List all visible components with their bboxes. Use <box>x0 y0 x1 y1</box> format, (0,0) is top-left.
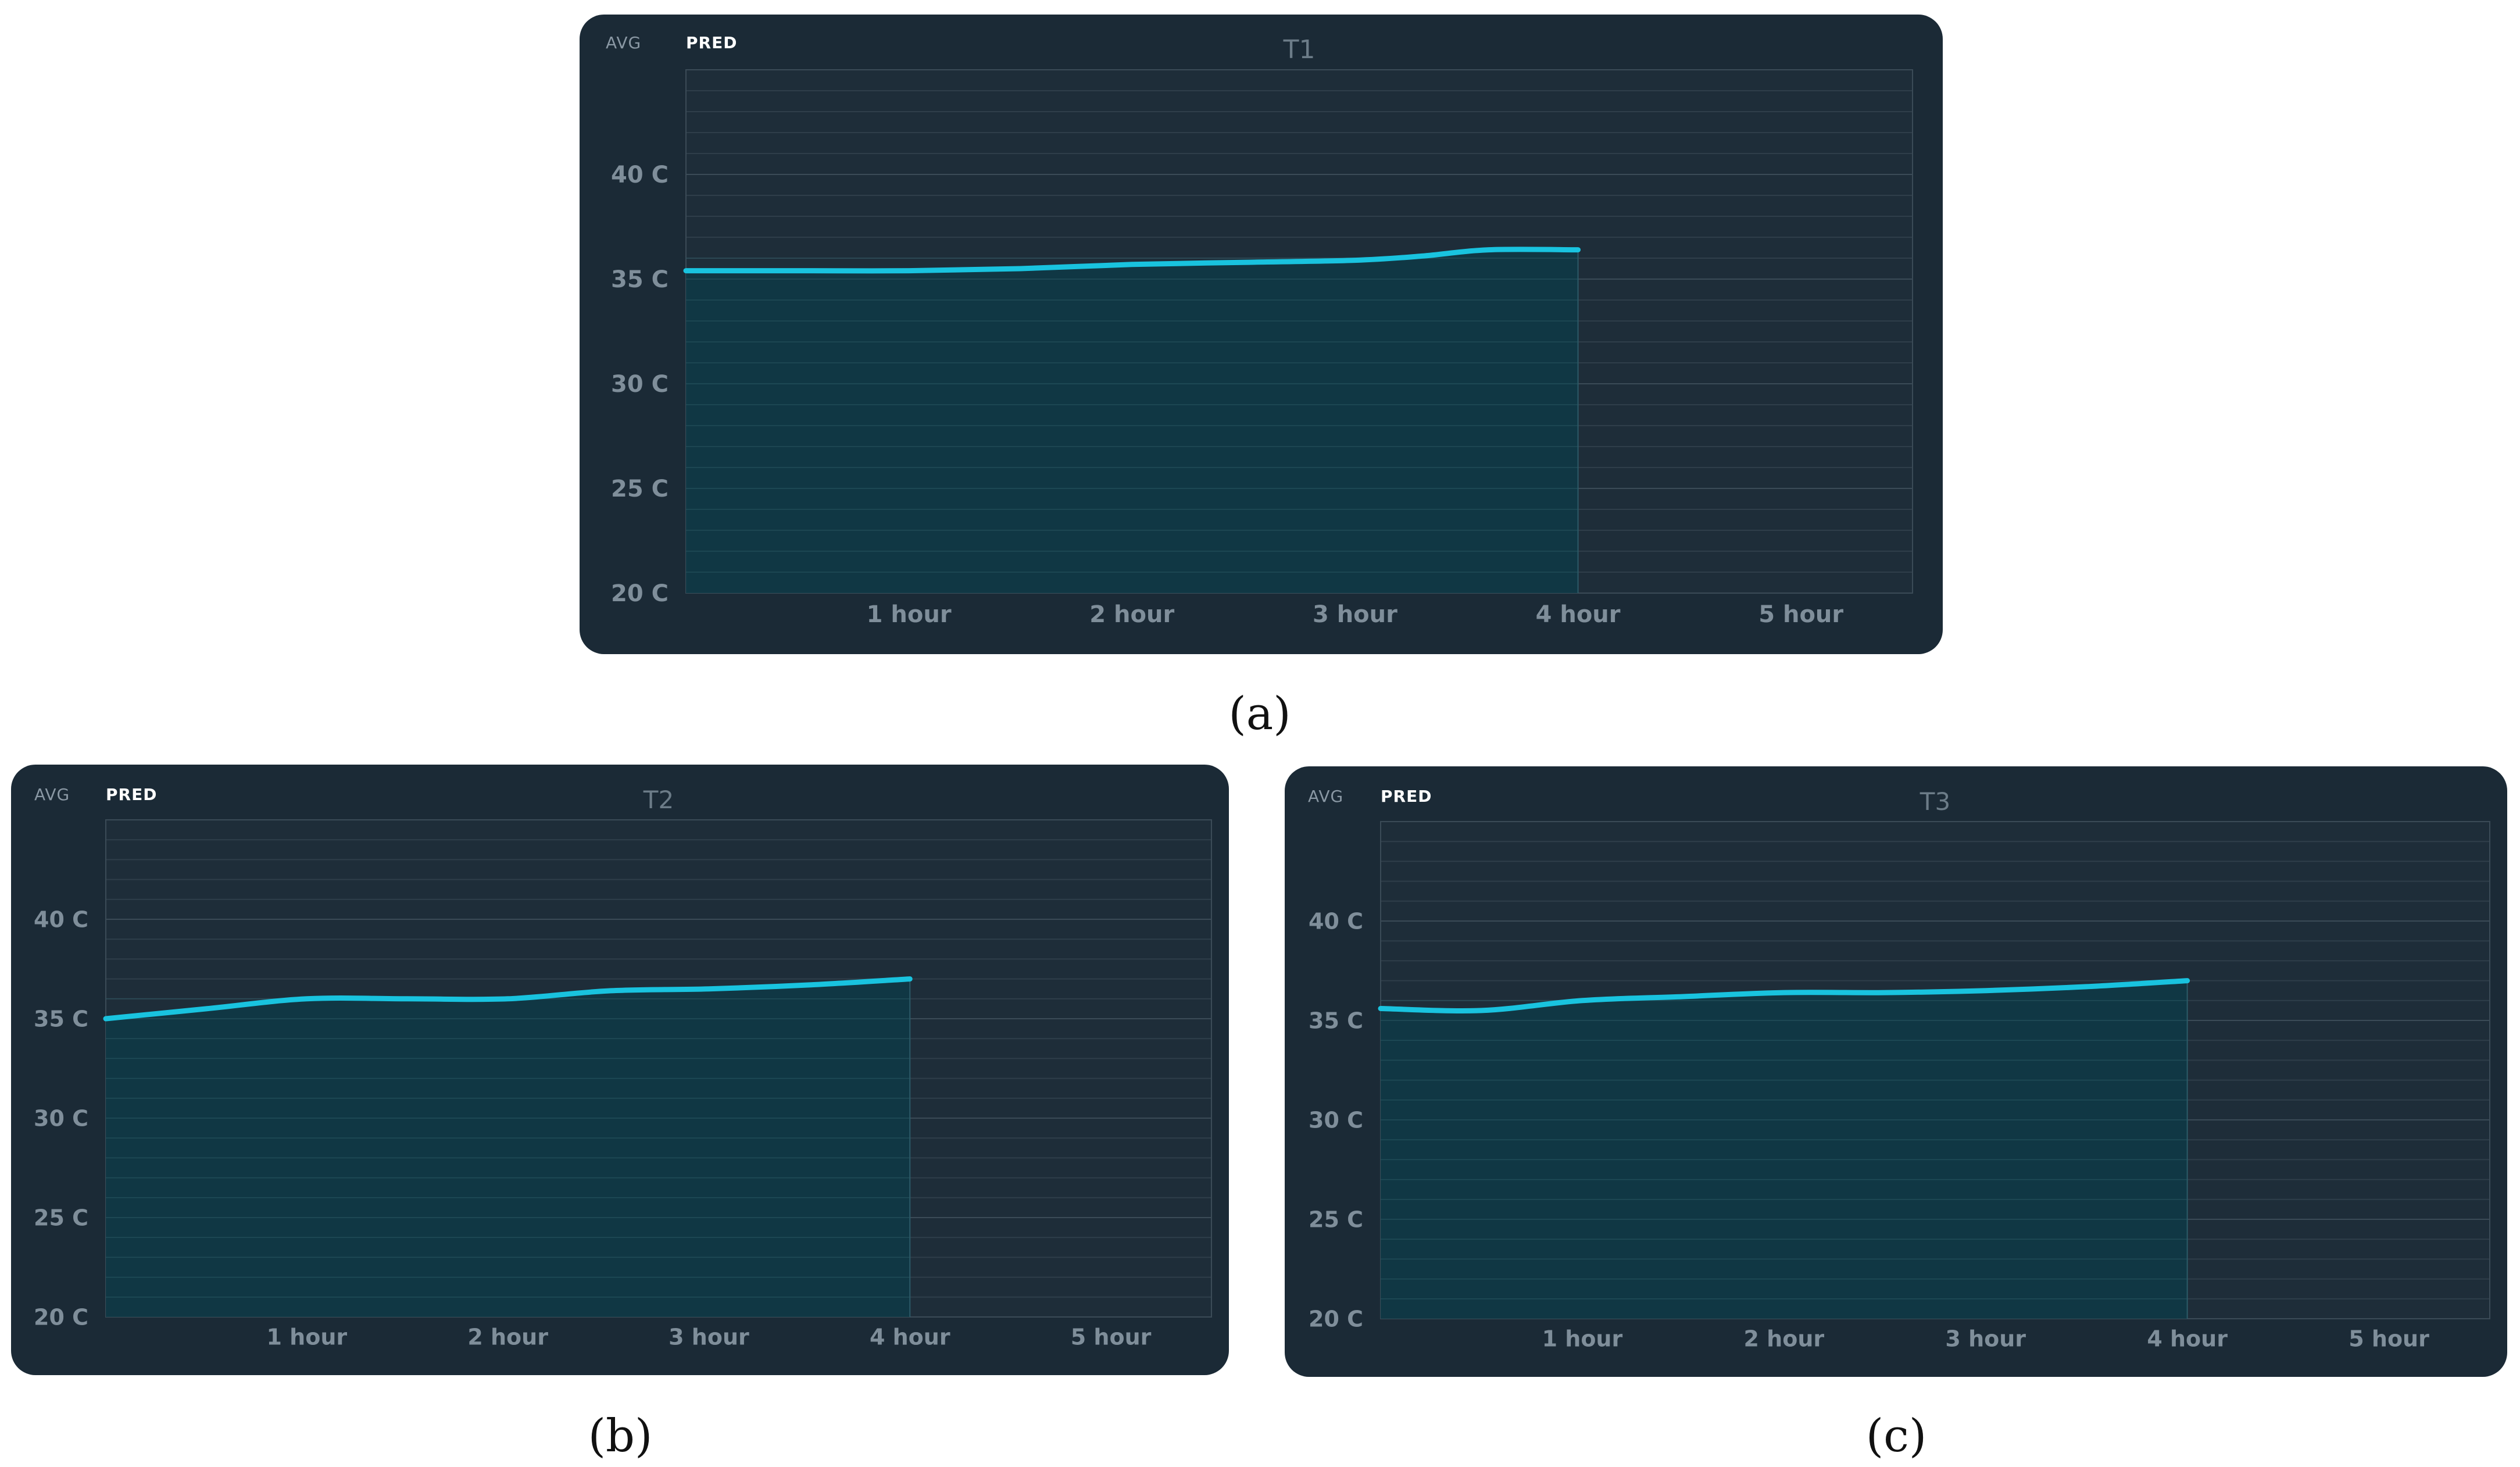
x-tick-label: 5 hour <box>1071 1325 1152 1350</box>
x-tick-label: 2 hour <box>1744 1326 1825 1352</box>
caption-a: (a) <box>1228 688 1291 740</box>
chart-t3: 20 C 25 C 30 C 35 C 40 C 1 hour 2 hour 3 hour 4 … <box>1309 787 2490 1352</box>
y-tick-label: 40 C <box>34 906 88 932</box>
y-tick-label: 30 C <box>611 371 669 398</box>
y-tick-label: 20 C <box>1309 1306 1363 1332</box>
chart-panel-t3: AVG PRED 20 C 25 C 30 C 35 C 40 C 1 hour 2 hou… <box>1285 766 2507 1377</box>
pred-tab[interactable]: PRED <box>686 33 738 52</box>
x-tick-label: 1 hour <box>867 601 952 628</box>
caption-c: (c) <box>1865 1410 1927 1462</box>
x-tick-label: 3 hour <box>1313 601 1397 628</box>
x-tick-label: 1 hour <box>1542 1326 1623 1352</box>
y-tick-label: 30 C <box>34 1105 88 1131</box>
series-area <box>686 249 1578 593</box>
y-tick-label: 35 C <box>1309 1008 1363 1033</box>
x-tick-label: 5 hour <box>1758 601 1843 628</box>
series-area <box>1381 980 2187 1319</box>
x-tick-label: 1 hour <box>267 1325 348 1350</box>
x-tick-label: 4 hour <box>1536 601 1621 628</box>
x-tick-label: 2 hour <box>1089 601 1174 628</box>
y-tick-label: 20 C <box>611 580 669 607</box>
x-tick-label: 5 hour <box>2349 1326 2429 1352</box>
x-tick-label: 3 hour <box>1945 1326 2026 1352</box>
chart-t1: 20 C 25 C 30 C 35 C 40 C 1 hour 2 hour 3 hour 4 … <box>611 35 1913 628</box>
chart-panel-t1: AVG PRED 20 C 25 C 30 C 35 C 40 C 1 hour 2 hou… <box>580 15 1943 654</box>
series-line <box>683 247 1581 274</box>
chart-title: T3 <box>1920 787 1950 816</box>
y-tick-label: 40 C <box>1309 908 1363 934</box>
caption-b: (b) <box>588 1410 653 1462</box>
y-tick-label: 25 C <box>1309 1207 1363 1232</box>
y-tick-label: 30 C <box>1309 1107 1363 1133</box>
y-tick-label: 25 C <box>34 1205 88 1230</box>
chart-t2: 20 C 25 C 30 C 35 C 40 C 1 hour 2 hour 3 hour 4 … <box>34 786 1212 1350</box>
avg-tab[interactable]: AVG <box>1308 787 1344 806</box>
x-tick-label: 4 hour <box>870 1325 950 1350</box>
pred-tab[interactable]: PRED <box>1381 787 1432 806</box>
y-tick-label: 25 C <box>611 476 669 502</box>
pred-tab[interactable]: PRED <box>106 785 158 804</box>
y-tick-label: 20 C <box>34 1304 88 1330</box>
chart-title: T2 <box>643 786 674 814</box>
x-tick-label: 2 hour <box>467 1325 548 1350</box>
avg-tab[interactable]: AVG <box>606 33 642 52</box>
chart-title: T1 <box>1283 35 1316 65</box>
x-tick-label: 3 hour <box>669 1325 749 1350</box>
x-tick-label: 4 hour <box>2147 1326 2228 1352</box>
y-tick-label: 35 C <box>611 266 669 293</box>
y-tick-label: 35 C <box>34 1006 88 1031</box>
chart-panel-t2: AVG PRED 20 C 25 C 30 C 35 C 40 C 1 hour 2 hou… <box>11 765 1229 1375</box>
y-tick-label: 40 C <box>611 162 669 188</box>
avg-tab[interactable]: AVG <box>34 785 70 804</box>
series-area <box>106 979 910 1317</box>
